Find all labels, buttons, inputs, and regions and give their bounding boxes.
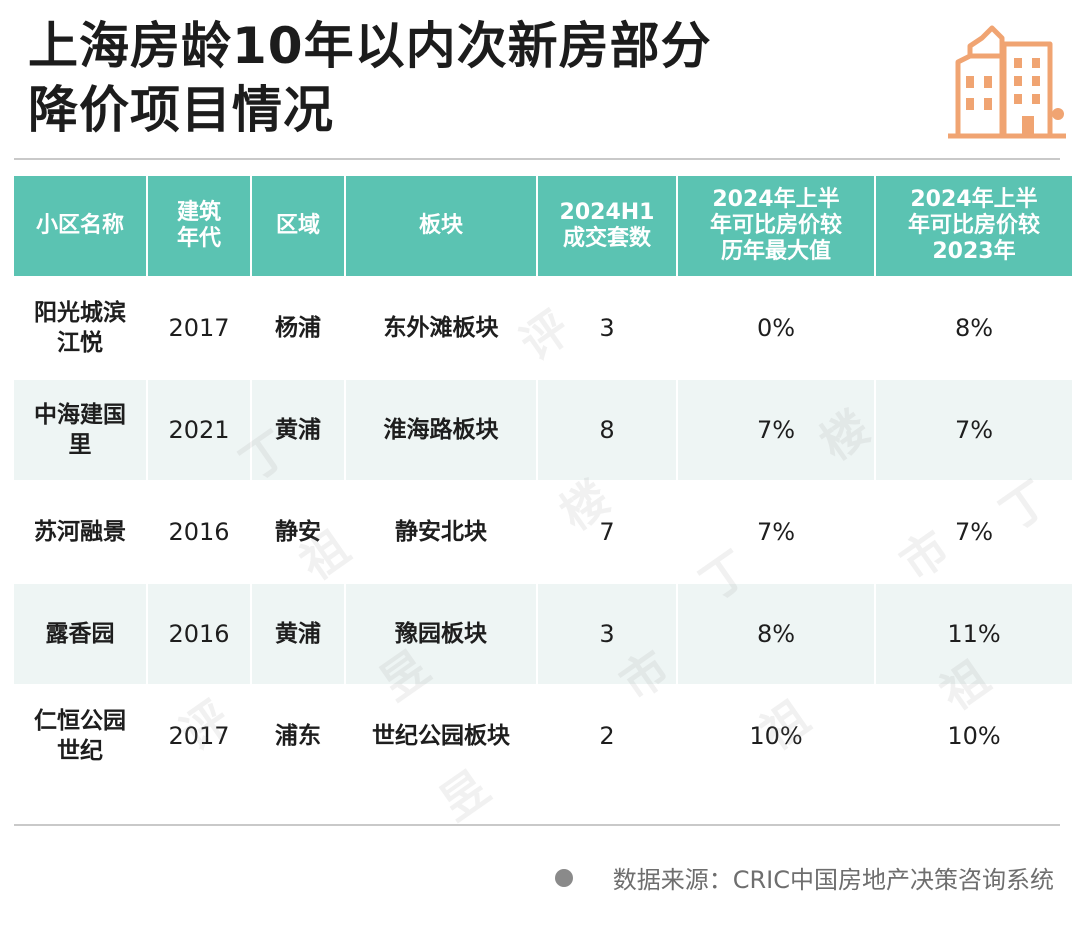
cell-vs-2023: 11% — [876, 584, 1072, 684]
header-line: 2024年上半 — [712, 187, 840, 212]
cell-block: 静安北块 — [346, 482, 536, 582]
price-table: 小区名称 建筑 年代 区域 板块 2024H1 成交套数 2024年上半 年可比房价较 历年最大值… — [12, 174, 1074, 788]
header-deals: 2024H1 成交套数 — [538, 176, 676, 276]
header-line: 历年最大值 — [720, 239, 831, 264]
bullet-dot-icon — [554, 868, 573, 887]
name-line: 苏河融景 — [34, 519, 126, 545]
bottom-divider — [14, 824, 1060, 826]
header-line: 建筑 — [176, 200, 221, 225]
header-line: 年可比房价较 — [907, 213, 1040, 238]
cell-deals: 3 — [538, 278, 676, 378]
header-line: 2023年 — [932, 239, 1016, 264]
cell-block: 东外滩板块 — [346, 278, 536, 378]
header-block: 板块 — [346, 176, 536, 276]
cell-year: 2016 — [148, 584, 250, 684]
header-year: 建筑 年代 — [148, 176, 250, 276]
cell-community-name: 仁恒公园 世纪 — [14, 686, 146, 786]
name-line: 露香园 — [45, 621, 115, 647]
title-line-1: 上海房龄10年以内次新房部分 — [28, 17, 712, 75]
cell-vs-max: 7% — [678, 482, 874, 582]
cell-vs-2023: 7% — [876, 380, 1072, 480]
cell-year: 2017 — [148, 686, 250, 786]
cell-year: 2016 — [148, 482, 250, 582]
cell-district: 黄浦 — [252, 380, 344, 480]
header-line: 2024H1 — [559, 200, 655, 225]
cell-district: 黄浦 — [252, 584, 344, 684]
cell-year: 2017 — [148, 278, 250, 378]
header-line: 板块 — [418, 213, 463, 238]
page-title: 上海房龄10年以内次新房部分 降价项目情况 — [28, 14, 908, 142]
table-row: 中海建国里 2021 黄浦 淮海路板块 8 7% 7% — [14, 380, 1072, 480]
cell-block: 豫园板块 — [346, 584, 536, 684]
cell-vs-2023: 10% — [876, 686, 1072, 786]
table-row: 阳光城滨 江悦 2017 杨浦 东外滩板块 3 0% 8% — [14, 278, 1072, 378]
title-line-2: 降价项目情况 — [28, 81, 334, 139]
name-line: 中海建国 — [34, 402, 126, 428]
cell-deals: 2 — [538, 686, 676, 786]
cell-district: 杨浦 — [252, 278, 344, 378]
header-line: 年可比房价较 — [709, 213, 842, 238]
header-line: 区域 — [275, 213, 320, 238]
header-vs-2023: 2024年上半 年可比房价较 2023年 — [876, 176, 1072, 276]
source-text: 数据来源：CRIC中国房地产决策咨询系统 — [612, 866, 1054, 894]
table-body: 阳光城滨 江悦 2017 杨浦 东外滩板块 3 0% 8% 中海建国里 2021 黄浦 淮海路板块 8 7… — [14, 278, 1072, 786]
header-name: 小区名称 — [14, 176, 146, 276]
source-note: 数据来源：CRIC中国房地产决策咨询系统 — [554, 860, 1054, 895]
table-row: 露香园 2016 黄浦 豫园板块 3 8% 11% — [14, 584, 1072, 684]
name-line: 仁恒公园 — [34, 708, 126, 734]
name-line: 江悦 — [57, 330, 103, 356]
table-row: 苏河融景 2016 静安 静安北块 7 7% 7% — [14, 482, 1072, 582]
cell-vs-max: 10% — [678, 686, 874, 786]
cell-vs-max: 7% — [678, 380, 874, 480]
cell-block: 世纪公园板块 — [346, 686, 536, 786]
cell-block: 淮海路板块 — [346, 380, 536, 480]
header-line: 年代 — [176, 226, 221, 251]
header-vs-max: 2024年上半 年可比房价较 历年最大值 — [678, 176, 874, 276]
cell-deals: 3 — [538, 584, 676, 684]
name-line: 里 — [68, 432, 92, 458]
name-line: 阳光城滨 — [34, 300, 126, 326]
cell-community-name: 中海建国里 — [14, 380, 146, 480]
cell-community-name: 苏河融景 — [14, 482, 146, 582]
cell-district: 静安 — [252, 482, 344, 582]
cell-community-name: 露香园 — [14, 584, 146, 684]
top-divider — [14, 158, 1060, 160]
header-line: 成交套数 — [562, 226, 651, 251]
header-line: 2024年上半 — [910, 187, 1038, 212]
cell-community-name: 阳光城滨 江悦 — [14, 278, 146, 378]
cell-vs-max: 0% — [678, 278, 874, 378]
cell-deals: 8 — [538, 380, 676, 480]
cell-vs-2023: 7% — [876, 482, 1072, 582]
buildings-icon — [948, 25, 1066, 139]
cell-vs-2023: 8% — [876, 278, 1072, 378]
cell-district: 浦东 — [252, 686, 344, 786]
table-header-row: 小区名称 建筑 年代 区域 板块 2024H1 成交套数 2024年上半 年可比房价较 历年最大值… — [14, 176, 1072, 276]
cell-year: 2021 — [148, 380, 250, 480]
name-line: 世纪 — [57, 738, 103, 764]
table-row: 仁恒公园 世纪 2017 浦东 世纪公园板块 2 10% 10% — [14, 686, 1072, 786]
header-district: 区域 — [252, 176, 344, 276]
cell-vs-max: 8% — [678, 584, 874, 684]
cell-deals: 7 — [538, 482, 676, 582]
header-line: 小区名称 — [35, 213, 124, 238]
